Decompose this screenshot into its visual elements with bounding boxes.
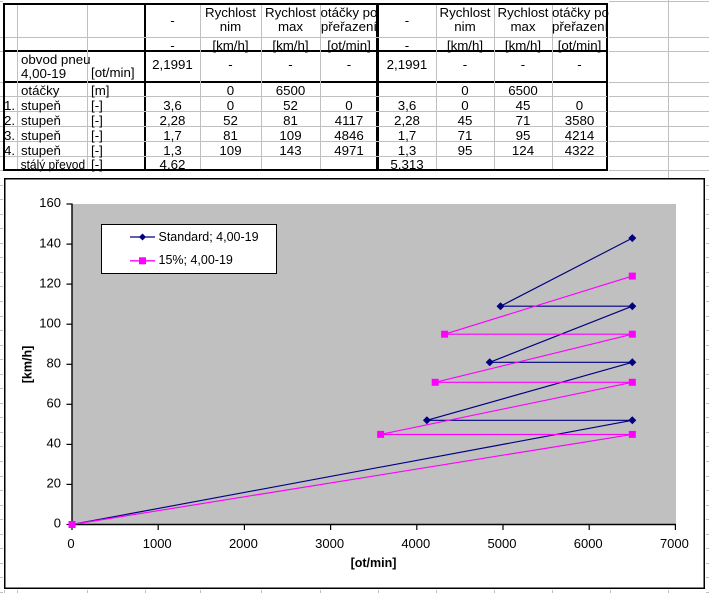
svg-text:120: 120 [39,275,61,290]
svg-text:15%; 4,00-19: 15%; 4,00-19 [159,253,233,267]
svg-text:1000: 1000 [143,536,172,551]
svg-text:80: 80 [47,356,61,371]
svg-text:0: 0 [67,536,74,551]
svg-text:100: 100 [39,315,61,330]
svg-text:[km/h]: [km/h] [21,346,35,384]
svg-text:4000: 4000 [401,536,430,551]
svg-text:140: 140 [39,235,61,250]
svg-text:6000: 6000 [574,536,603,551]
svg-text:3000: 3000 [315,536,344,551]
svg-text:7000: 7000 [660,536,689,551]
svg-text:60: 60 [47,396,61,411]
svg-text:160: 160 [39,195,61,210]
svg-text:2000: 2000 [229,536,258,551]
svg-text:0: 0 [54,516,61,531]
svg-text:Standard; 4,00-19: Standard; 4,00-19 [159,230,259,244]
svg-text:[ot/min]: [ot/min] [351,556,397,570]
svg-text:5000: 5000 [488,536,517,551]
svg-text:40: 40 [47,436,61,451]
svg-text:20: 20 [47,476,61,491]
